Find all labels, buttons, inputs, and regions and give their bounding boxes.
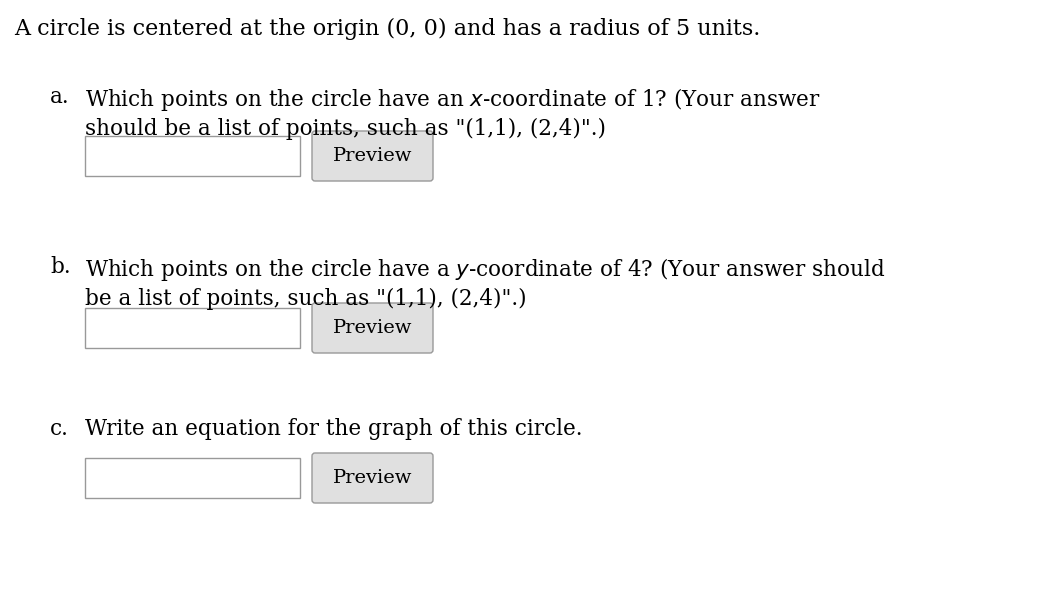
Text: Preview: Preview (333, 147, 412, 165)
Text: Preview: Preview (333, 319, 412, 337)
Text: Preview: Preview (333, 469, 412, 487)
Bar (85, 136, 300, 176)
Text: c.: c. (50, 418, 69, 440)
Text: be a list of points, such as "(1,1), (2,4)".): be a list of points, such as "(1,1), (2,… (85, 288, 526, 310)
Text: A circle is centered at the origin (0, 0) and has a radius of 5 units.: A circle is centered at the origin (0, 0… (14, 18, 760, 40)
Text: a.: a. (50, 86, 70, 108)
Bar (85, 308, 300, 348)
Text: should be a list of points, such as "(1,1), (2,4)".): should be a list of points, such as "(1,… (85, 118, 606, 140)
Text: Which points on the circle have a $y$-coordinate of 4? (Your answer should: Which points on the circle have a $y$-co… (85, 256, 885, 283)
Text: Write an equation for the graph of this circle.: Write an equation for the graph of this … (85, 418, 583, 440)
FancyBboxPatch shape (312, 453, 433, 503)
Bar (85, 458, 300, 498)
Text: b.: b. (50, 256, 71, 278)
FancyBboxPatch shape (312, 303, 433, 353)
FancyBboxPatch shape (312, 131, 433, 181)
Text: Which points on the circle have an $x$-coordinate of 1? (Your answer: Which points on the circle have an $x$-c… (85, 86, 821, 113)
